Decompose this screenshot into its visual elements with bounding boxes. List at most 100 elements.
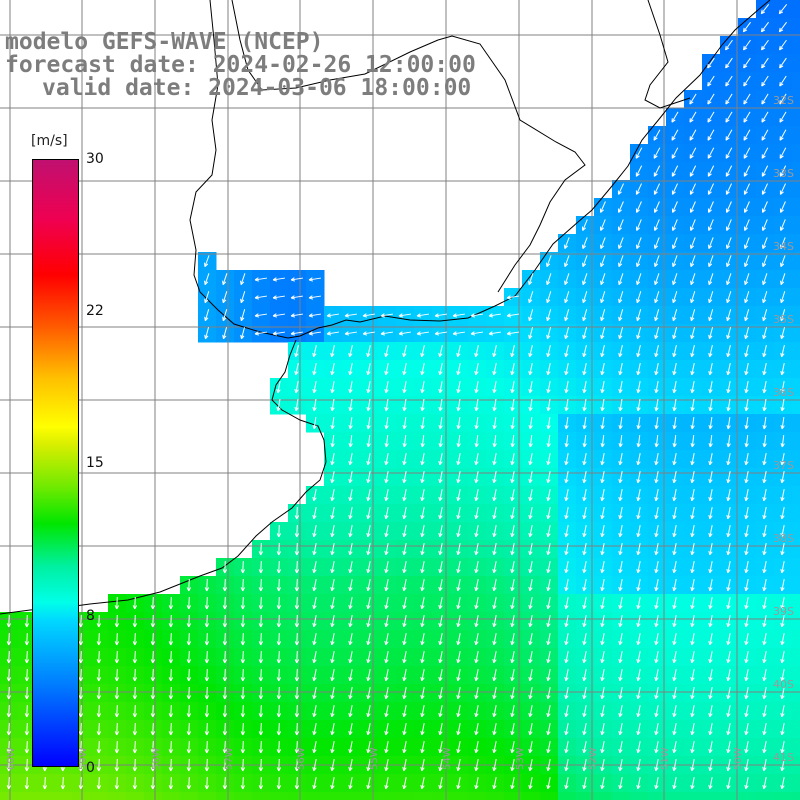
wind-arrow [761,219,768,231]
model-title: modelo GEFS-WAVE (NCEP) [5,29,324,55]
wind-cell [252,792,271,800]
wind-arrow [761,93,769,105]
wind-arrow [654,273,660,286]
wind-arrow [618,291,624,304]
wind-arrow [546,273,552,286]
lon-label: 57W [224,747,235,770]
wind-cell [792,648,800,667]
wind-cell [792,432,800,451]
wind-arrow [762,237,768,249]
wind-cell [540,792,559,800]
wind-cell [792,468,800,487]
wind-arrow [707,219,714,231]
wind-arrow [708,273,714,286]
wind-arrow [743,111,751,123]
wind-cell [792,630,800,649]
wind-arrow [671,183,679,195]
wind-cell [648,792,667,800]
wind-arrow [779,201,786,213]
wind-arrow [581,219,588,231]
wind-cell [792,306,800,325]
wind-arrow [761,147,769,159]
wind-arrow [528,291,534,304]
wind-arrow [743,201,750,213]
wind-arrow [761,75,769,87]
wind-cell [792,774,800,793]
wind-cell [792,72,800,91]
wind-arrow [744,291,750,304]
wind-cell [234,792,253,800]
wind-cell [468,792,487,800]
wind-arrow [725,129,733,141]
wind-arrow [506,295,520,300]
wind-arrow [546,255,552,267]
wind-arrow [290,295,304,300]
wind-arrow [778,21,787,33]
wind-cell [792,594,800,613]
wind-cell [18,792,37,800]
wind-arrow [653,201,660,213]
wind-cell [792,270,800,289]
lon-label: 51W [660,747,671,770]
wind-cell [792,216,800,235]
wind-arrow [582,273,588,286]
wind-cell [144,792,163,800]
wind-cell [486,792,505,800]
wind-arrow [780,255,786,267]
wind-arrow [290,277,304,282]
wind-cell [666,792,685,800]
lon-label: 55W [369,747,380,770]
wind-arrow [760,3,770,15]
wind-cell [792,252,800,271]
wind-cell [720,792,739,800]
wind-cell [702,792,721,800]
wind-arrow [708,237,714,249]
wind-arrow [779,57,787,69]
wind-cell [558,792,577,800]
wind-arrow [761,129,769,141]
wind-arrow [617,201,624,213]
wind-arrow [779,219,786,231]
wind-arrow [582,237,588,249]
wind-arrow [743,219,750,231]
colorbar-tick-22: 22 [86,303,104,319]
wind-arrow [726,255,732,267]
wind-arrow [760,21,769,33]
wind-cell [594,792,613,800]
wind-arrow [707,165,715,177]
wind-arrow [708,255,714,267]
wind-arrow [546,291,552,304]
wind-arrow [725,93,733,105]
wind-arrow [671,111,679,123]
valid-date: valid date: 2024-03-06 18:00:00 [42,75,472,101]
wind-arrow [779,93,787,105]
wind-arrow [635,201,642,213]
wind-arrow [240,291,246,304]
wind-cell [378,792,397,800]
wind-cell [306,792,325,800]
wind-arrow [690,255,696,267]
wind-arrow [761,201,768,213]
wind-arrow [618,255,624,267]
lat-label: 39S [773,605,794,618]
coastline [0,0,771,615]
colorbar-tick-0: 0 [86,760,95,776]
wind-arrow [761,183,769,195]
wind-arrow [635,219,642,231]
wind-cell [72,792,91,800]
wind-cell [792,180,800,199]
wind-cell [792,720,800,739]
wind-arrow [690,273,696,286]
wind-arrow [672,291,678,304]
wind-arrow [636,255,642,267]
wind-cell [108,792,127,800]
wind-arrow [725,39,733,51]
wind-cell [342,792,361,800]
wind-arrow [761,39,769,51]
wind-arrow [690,291,696,304]
lat-label: 40S [773,678,794,691]
wind-cell [792,342,800,361]
wind-cell [0,792,19,800]
wind-arrow [743,147,751,159]
